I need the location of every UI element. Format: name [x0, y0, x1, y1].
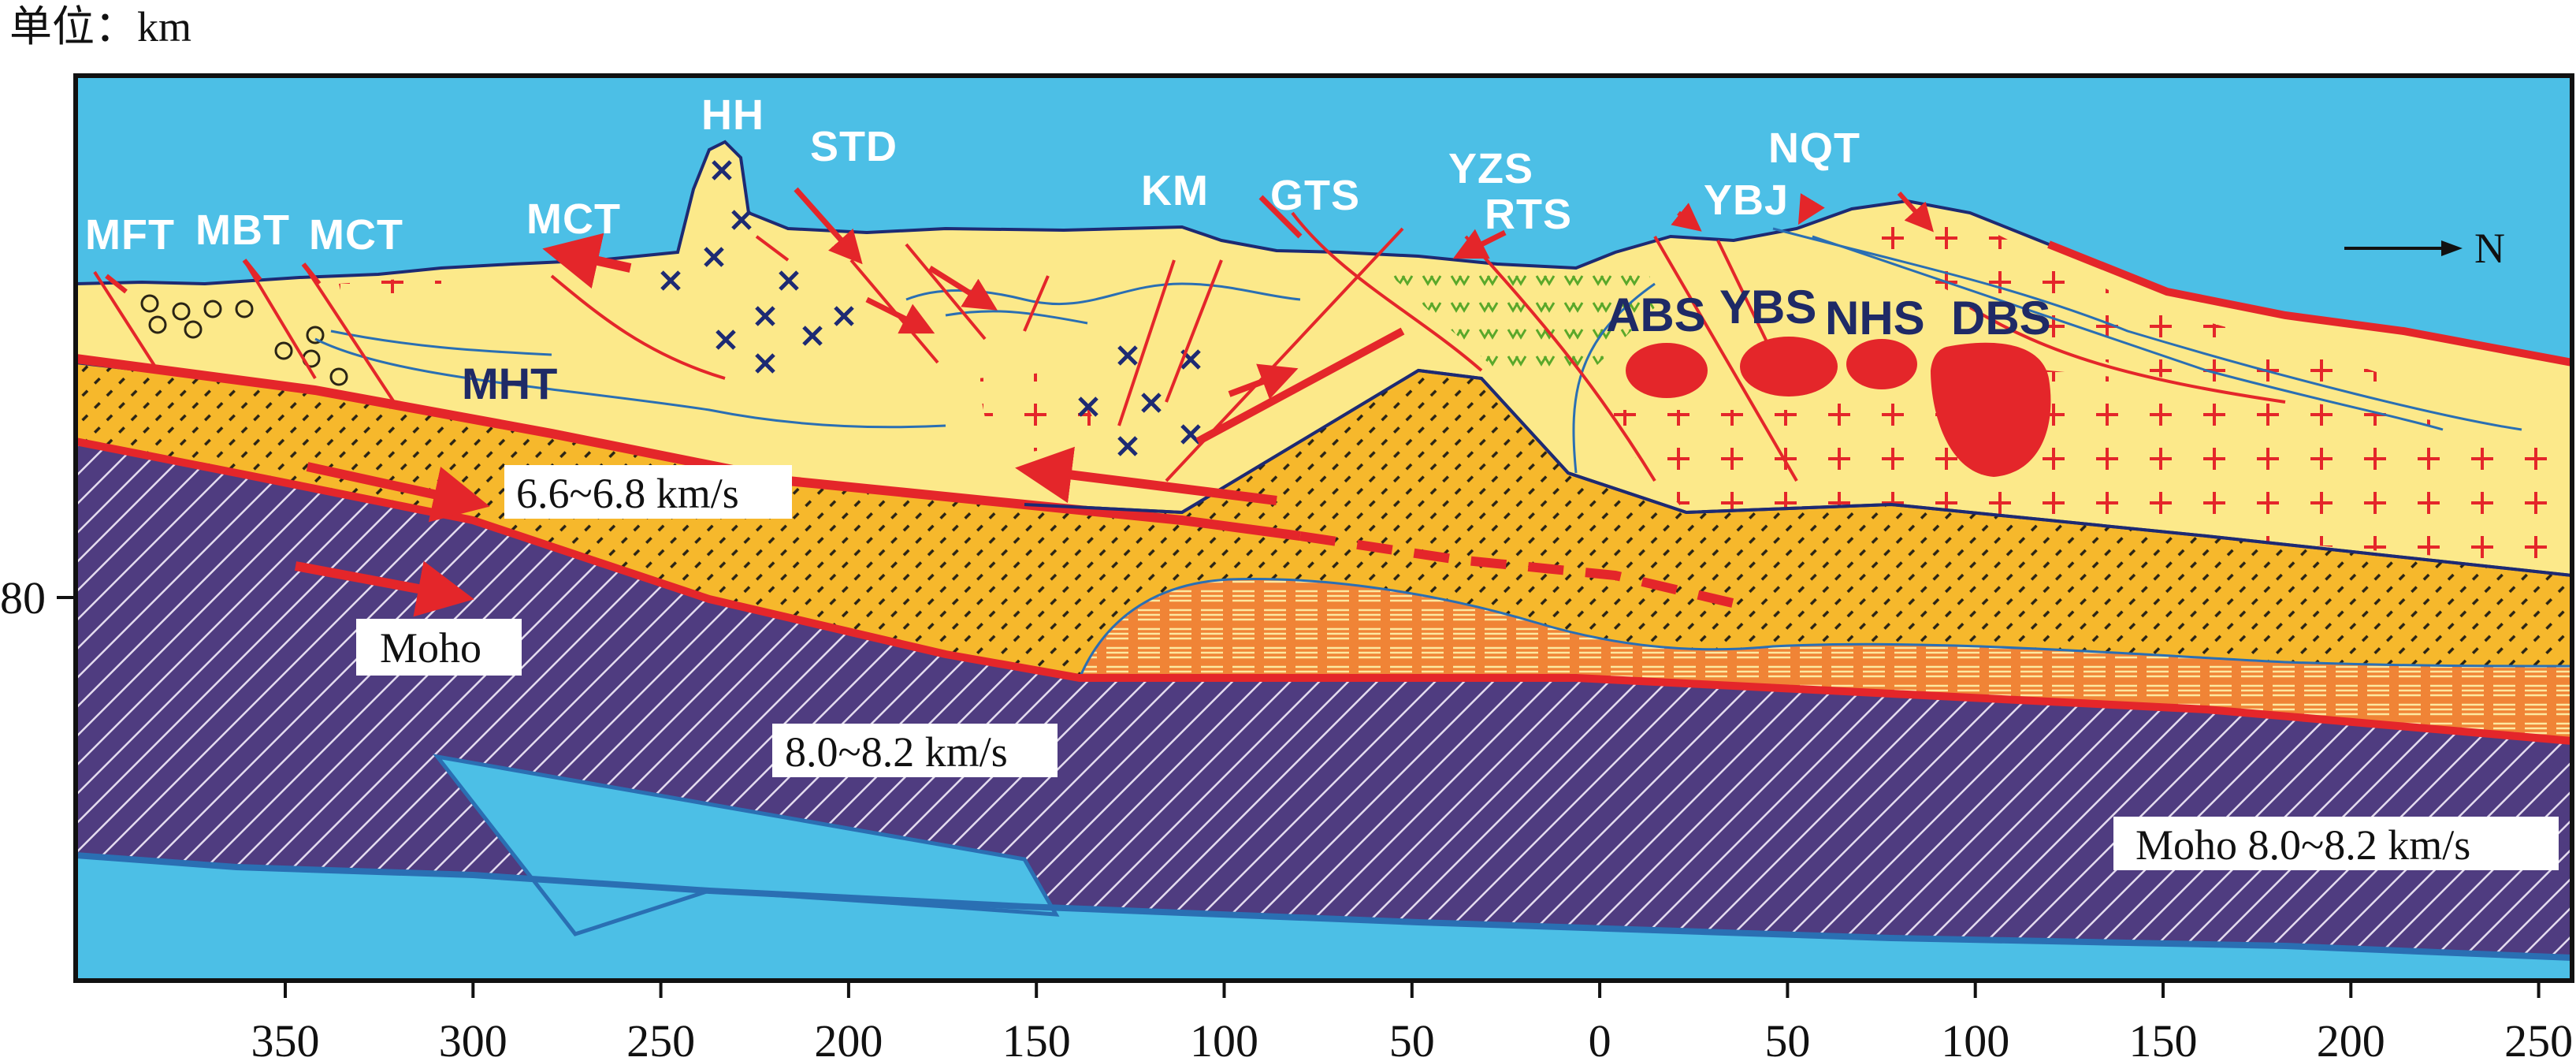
label-mht: MHT [462, 359, 557, 408]
mht-dashed-extension [1299, 531, 1751, 612]
label-nqt: NQT [1768, 125, 1860, 172]
label-ybs: YBS [1719, 281, 1816, 333]
mantle-velocity-label: 8.0~8.2 km/s [785, 728, 1008, 776]
granite-crosses-ne-belt [1836, 205, 2443, 402]
label-mft: MFT [85, 211, 175, 259]
x-tick-label: 200 [814, 1015, 883, 1061]
label-ybj: YBJ [1704, 177, 1789, 224]
label-std: STD [810, 123, 898, 170]
x-tick-label: 0 [1589, 1015, 1611, 1061]
label-box-mantle: 8.0~8.2 km/s [772, 724, 1058, 777]
x-tick-label: 150 [2129, 1015, 2198, 1061]
x-tick-label: 350 [251, 1015, 320, 1061]
label-box-moho: Moho [356, 619, 522, 676]
x-tick-label: 200 [2317, 1015, 2385, 1061]
upper-crust-base-line [1024, 368, 2572, 577]
unit-label: 单位：km [9, 3, 191, 50]
lower-crust-velocity-label: 6.6~6.8 km/s [516, 470, 739, 517]
moho-label: Moho [380, 624, 481, 672]
label-box-lower-crust: 6.6~6.8 km/s [504, 465, 792, 519]
conglomerate-circles [140, 294, 348, 386]
internal-blue-lines [314, 227, 2522, 474]
moho-right-label: Moho 8.0~8.2 km/s [2136, 821, 2470, 869]
label-rts: RTS [1485, 191, 1572, 238]
x-axis: 350 300 250 200 150 100 50 0 50 100 150 200 250 [251, 981, 2573, 1061]
pluton-nhs-body [1846, 339, 1917, 389]
label-abs: ABS [1606, 289, 1706, 341]
y-tick-label: 80 [0, 572, 46, 624]
plutons [1626, 337, 2051, 477]
x-tick-label: 50 [1764, 1015, 1810, 1061]
label-mbt: MBT [195, 207, 290, 254]
sub-mantle-boundary [76, 852, 2572, 961]
x-tick-label: 100 [1190, 1015, 1258, 1061]
label-nhs: NHS [1825, 292, 1925, 344]
blue-wedge [433, 754, 1060, 936]
pluton-dbs-body [1931, 342, 2051, 477]
label-box-moho-right: Moho 8.0~8.2 km/s [2113, 817, 2559, 870]
label-mct-left: MCT [309, 211, 403, 259]
label-hh: HH [701, 91, 764, 139]
x-tick-label: 250 [2504, 1015, 2573, 1061]
label-gts: GTS [1270, 172, 1360, 219]
north-label: N [2474, 225, 2505, 272]
granite-crosses-mct [339, 276, 441, 315]
section-body: MFT MBT MCT MCT HH STD KM GTS YZS RTS YB… [76, 76, 2572, 981]
x-tick-label: 250 [626, 1015, 695, 1061]
x-tick-label: 150 [1002, 1015, 1071, 1061]
granite-crosses-north [1592, 363, 2572, 568]
plot-frame [73, 73, 2574, 983]
x-tick-label: 100 [1941, 1015, 2009, 1061]
x-tick-label: 50 [1389, 1015, 1435, 1061]
anomaly-body [1077, 578, 2572, 743]
motion-arrows [105, 187, 1934, 617]
granite-crosses-center [977, 370, 1103, 457]
green-v-region [1387, 260, 1655, 370]
x-tick-label: 300 [439, 1015, 507, 1061]
north-crust-top-line [2047, 240, 2572, 367]
label-dbs: DBS [1951, 292, 2051, 344]
label-mct: MCT [526, 195, 621, 243]
metamorphic-x-symbols [660, 160, 1201, 456]
pluton-abs-body [1626, 343, 1708, 398]
label-yzs: YZS [1448, 145, 1533, 192]
moho-boundary [76, 437, 2572, 745]
pluton-ybs-body [1740, 337, 1838, 396]
north-arrow: N [2344, 225, 2505, 272]
label-km: KM [1141, 167, 1209, 214]
